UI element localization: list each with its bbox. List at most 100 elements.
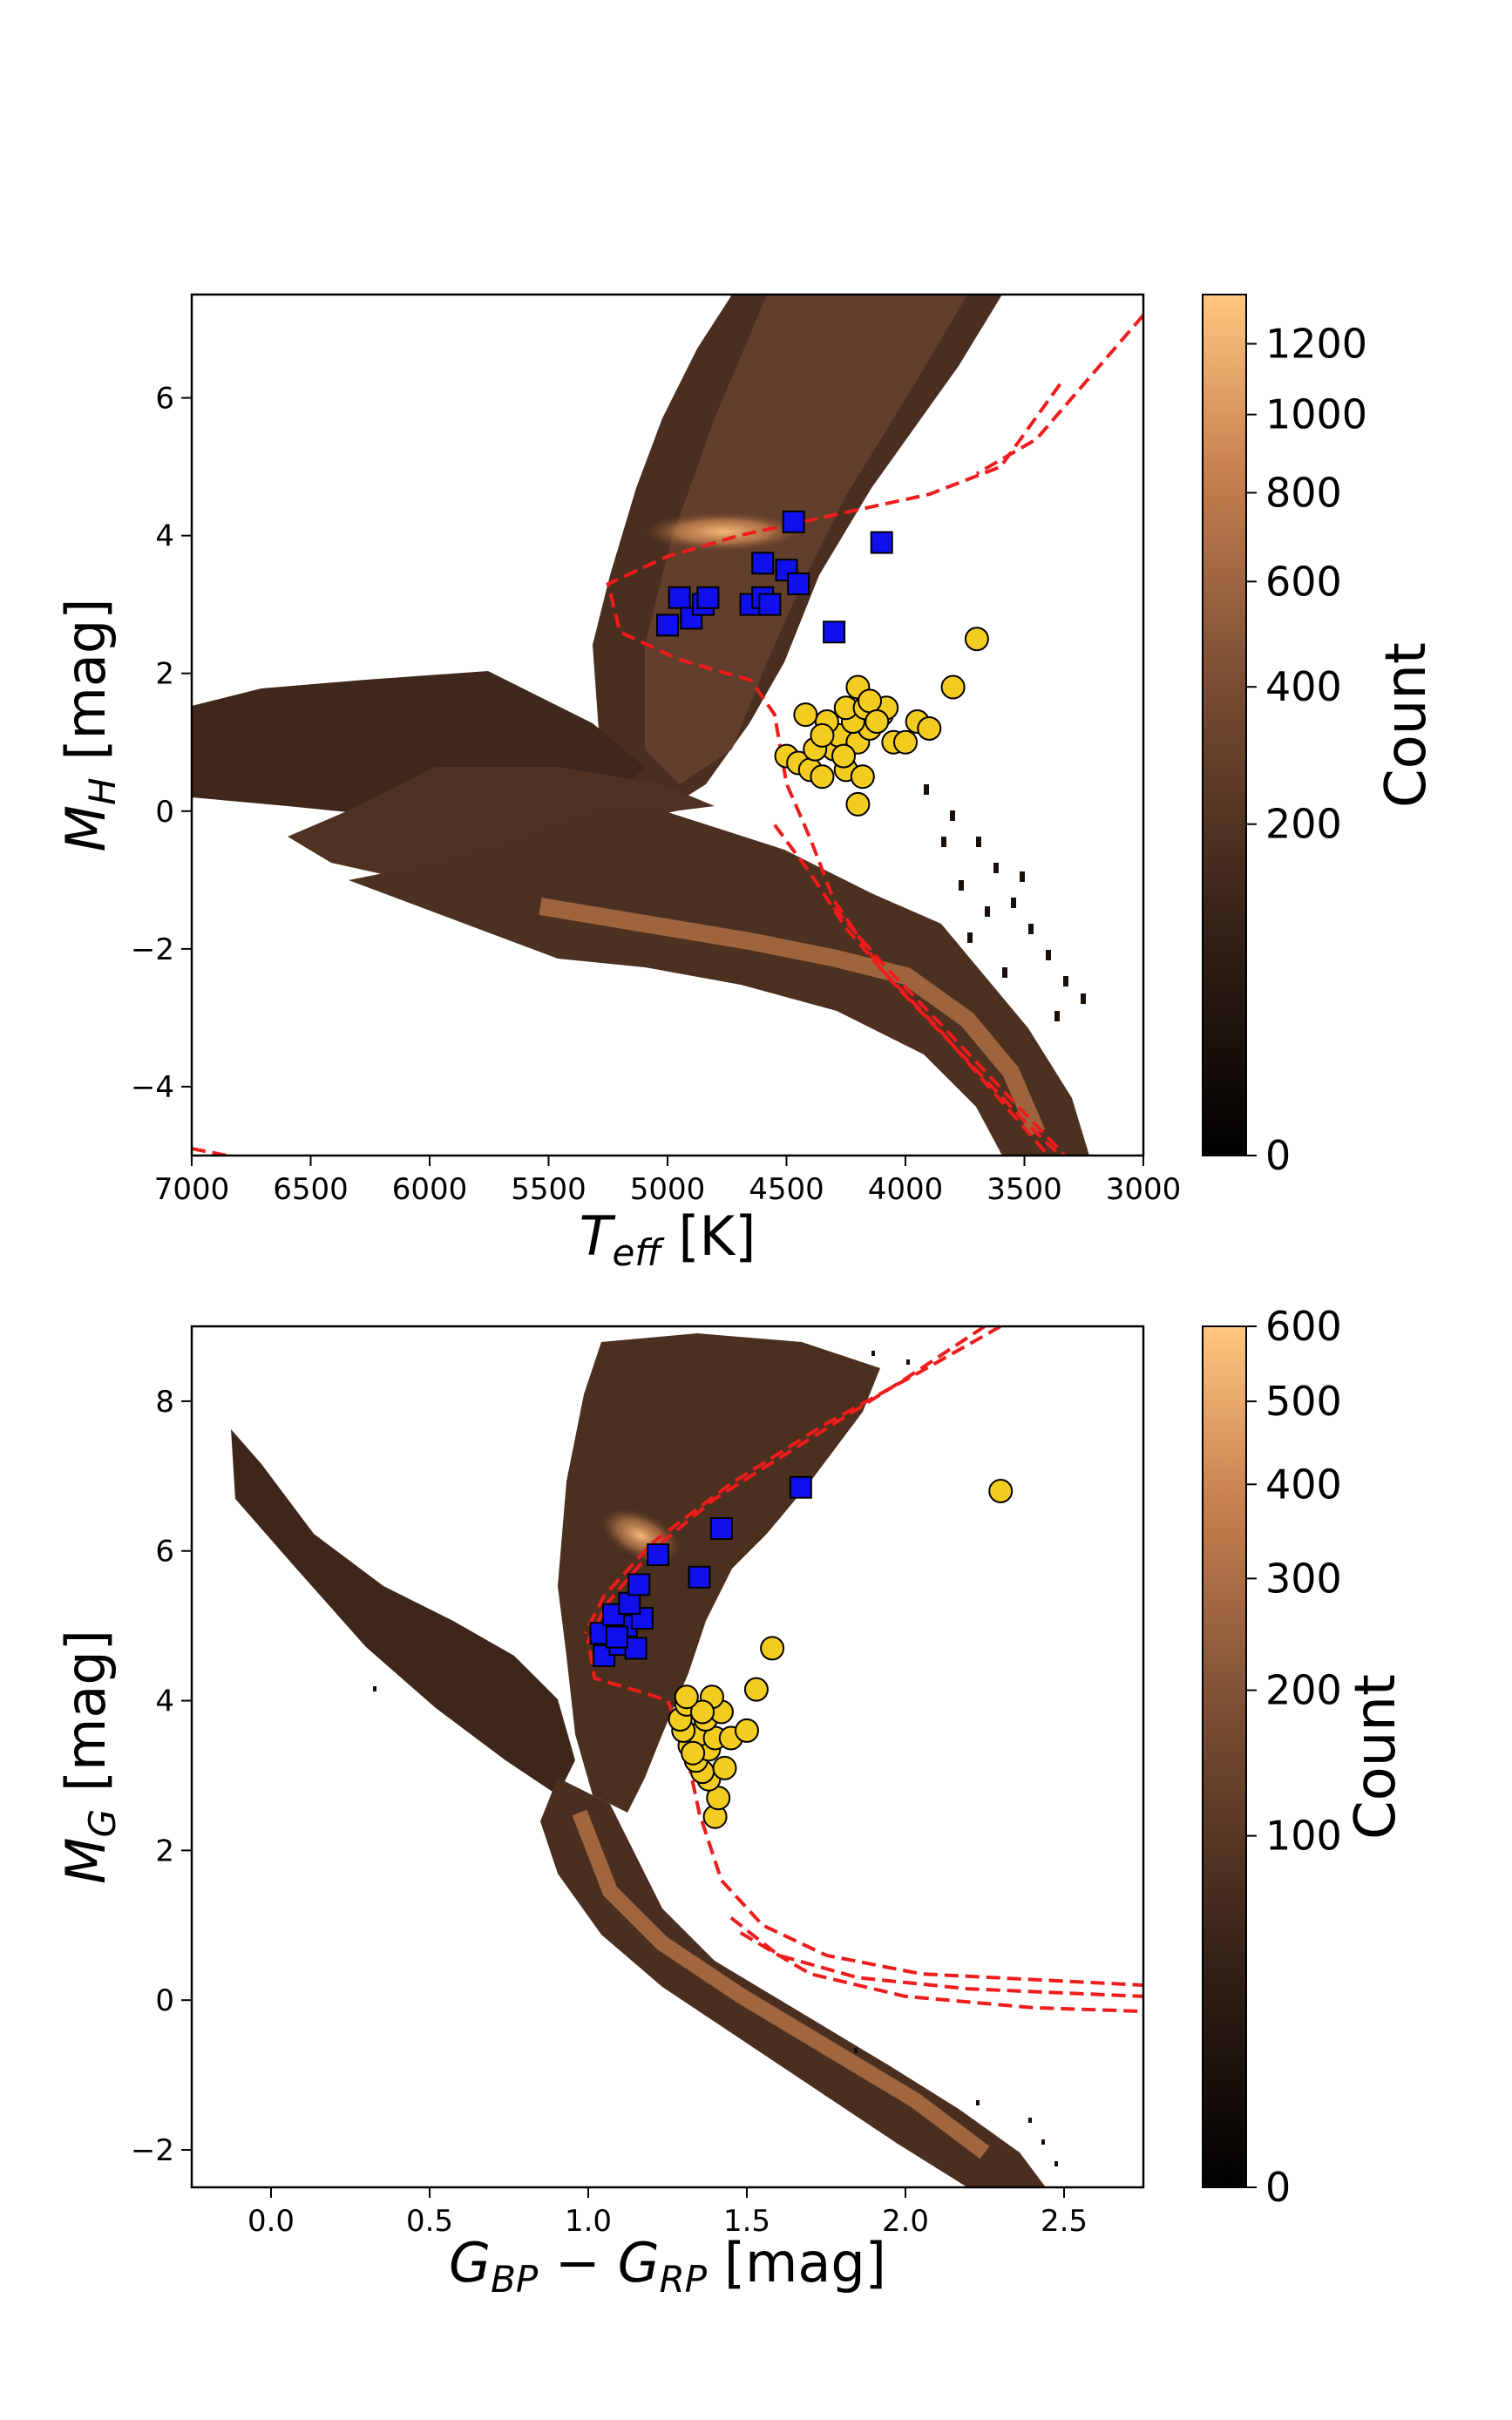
blue-square-point bbox=[618, 1591, 641, 1615]
y-ticks-bottom: 8 6 4 2 0 −2 bbox=[131, 1385, 192, 2168]
isochrone-line-5 bbox=[975, 314, 1143, 476]
blue-square-point bbox=[688, 1565, 711, 1589]
blue-square-point bbox=[624, 1637, 648, 1660]
blue-square-point bbox=[656, 613, 679, 637]
isochrone-line-2 bbox=[729, 1916, 1143, 1998]
x-tick-label: 5000 bbox=[630, 1172, 706, 1207]
colorbar-top bbox=[1202, 294, 1247, 1156]
blue-square-point bbox=[870, 531, 893, 554]
x-tick-label: 3500 bbox=[987, 1172, 1062, 1207]
colorbar-tick-label: 600 bbox=[1265, 1303, 1342, 1350]
isochrone-line-3 bbox=[773, 824, 1061, 1156]
colorbar-tick-label: 400 bbox=[1265, 1461, 1342, 1508]
blue-square-point bbox=[787, 572, 810, 595]
density-heatmap-top bbox=[192, 295, 1089, 1156]
y-tick-label: 0 bbox=[155, 1983, 174, 2018]
yellow-circle-point bbox=[940, 674, 966, 700]
y-tick-label: 8 bbox=[155, 1385, 174, 1420]
yellow-circle-point bbox=[690, 1699, 715, 1725]
scatter-pixels-top bbox=[924, 784, 1086, 1021]
scatter-pixels-bottom bbox=[373, 1351, 1058, 2166]
yellow-circle-point bbox=[735, 1718, 759, 1743]
isochrone-line-1 bbox=[192, 1147, 237, 1156]
x-tick-label: 4000 bbox=[868, 1172, 944, 1207]
isochrone-line-1 bbox=[586, 1326, 1143, 1987]
yellow-circle-point bbox=[988, 1479, 1014, 1504]
main-sequence-density bbox=[349, 806, 1089, 1156]
yellow-circle-point bbox=[893, 729, 918, 755]
yellow-circle-point bbox=[743, 1677, 769, 1702]
isochrones-top bbox=[192, 314, 1143, 1156]
x-ticks-top: 7000 6500 6000 5500 5000 4500 4000 3500 3000 bbox=[154, 1156, 1181, 1207]
blue-square-point bbox=[696, 586, 720, 609]
yellow-circle-point bbox=[681, 1740, 706, 1766]
blue-square-point bbox=[605, 1625, 628, 1649]
y-tick-label: 2 bbox=[155, 657, 174, 692]
colorbar-tick-label: 400 bbox=[1265, 663, 1342, 710]
blue-square-point bbox=[647, 1543, 670, 1567]
y-tick-label: 0 bbox=[155, 795, 174, 830]
y-tick-label: −4 bbox=[131, 1070, 174, 1105]
blue-square-point bbox=[758, 593, 782, 616]
colorbar-tick-label: 100 bbox=[1265, 1813, 1342, 1860]
markers-top bbox=[656, 510, 989, 817]
isochrones-bottom bbox=[583, 1326, 1143, 2014]
axes-frame-bottom bbox=[190, 1325, 1145, 2189]
x-tick-label: 2.5 bbox=[1041, 2204, 1088, 2239]
isochrone-line-4 bbox=[583, 1326, 1002, 1635]
yellow-circle-point bbox=[858, 688, 883, 714]
blue-square-point bbox=[668, 586, 691, 609]
x-tick-label: 7000 bbox=[154, 1172, 230, 1207]
yellow-circle-point bbox=[793, 702, 818, 728]
y-axis-label-bottom: MG [mag] bbox=[54, 1630, 124, 1884]
x-ticks-bottom: 0.0 0.5 1.0 1.5 2.0 2.5 bbox=[247, 2187, 1088, 2239]
yellow-circle-point bbox=[864, 709, 890, 735]
yellow-circle-point bbox=[760, 1636, 785, 1661]
y-tick-label: 4 bbox=[155, 1685, 174, 1719]
colorbar-tick-label: 800 bbox=[1265, 469, 1342, 516]
y-tick-label: −2 bbox=[131, 2133, 174, 2168]
x-axis-label-top: Teff [K] bbox=[580, 1204, 756, 1274]
main-sequence-ridge-b bbox=[572, 1809, 990, 2159]
colorbar-label-bottom: Count bbox=[1344, 1674, 1408, 1840]
colorbar-tick-label: 0 bbox=[1265, 2164, 1291, 2211]
blue-square-point bbox=[789, 1475, 812, 1499]
main-sequence-density-b bbox=[540, 1778, 1046, 2187]
yellow-circle-point bbox=[810, 722, 835, 748]
y-tick-label: 2 bbox=[155, 1834, 174, 1868]
red-clump-top bbox=[645, 512, 802, 551]
main-sequence-ridge bbox=[539, 898, 1046, 1136]
y-ticks-top: 6 4 2 0 −2 −4 bbox=[131, 382, 192, 1105]
colorbar-ticks-top: 0 200 400 600 800 1000 1200 bbox=[1246, 321, 1367, 1179]
x-tick-label: 0.5 bbox=[406, 2204, 453, 2239]
yellow-circle-point bbox=[964, 627, 989, 652]
x-tick-label: 0.0 bbox=[247, 2204, 295, 2239]
isochrone-line-3 bbox=[739, 1931, 1143, 2014]
colorbar-label-top: Count bbox=[1374, 642, 1439, 808]
yellow-circle-point bbox=[831, 743, 857, 769]
x-tick-label: 6000 bbox=[392, 1172, 468, 1207]
giant-branch-core bbox=[645, 295, 967, 784]
y-tick-label: −2 bbox=[131, 932, 174, 967]
panel-top: 7000 6500 6000 5500 5000 4500 4000 3500 3000 642… bbox=[54, 293, 1439, 1274]
colorbar-tick-label: 0 bbox=[1265, 1132, 1291, 1179]
x-tick-label: 4500 bbox=[749, 1172, 824, 1207]
yellow-circle-point bbox=[810, 764, 835, 790]
x-tick-label: 6500 bbox=[273, 1172, 349, 1207]
yellow-circle-point bbox=[850, 764, 875, 790]
blue-square-point bbox=[627, 1573, 651, 1596]
yellow-circle-point bbox=[845, 791, 871, 817]
colorbar-tick-label: 500 bbox=[1265, 1378, 1342, 1425]
blue-square-point bbox=[751, 552, 775, 575]
colorbar-tick-label: 200 bbox=[1265, 801, 1342, 848]
markers-bottom bbox=[589, 1475, 1014, 1829]
lower-left-branch-density bbox=[231, 1429, 575, 1795]
blue-square-point bbox=[823, 620, 846, 644]
colorbar-ticks-bottom: 0 100 200 300 400 500 600 bbox=[1246, 1303, 1342, 2211]
yellow-circle-point bbox=[712, 1755, 737, 1780]
colorbar-tick-label: 600 bbox=[1265, 558, 1342, 605]
blue-square-point bbox=[709, 1516, 733, 1540]
subgiant-branch-density bbox=[288, 767, 715, 880]
yellow-circle-point bbox=[674, 1685, 699, 1710]
